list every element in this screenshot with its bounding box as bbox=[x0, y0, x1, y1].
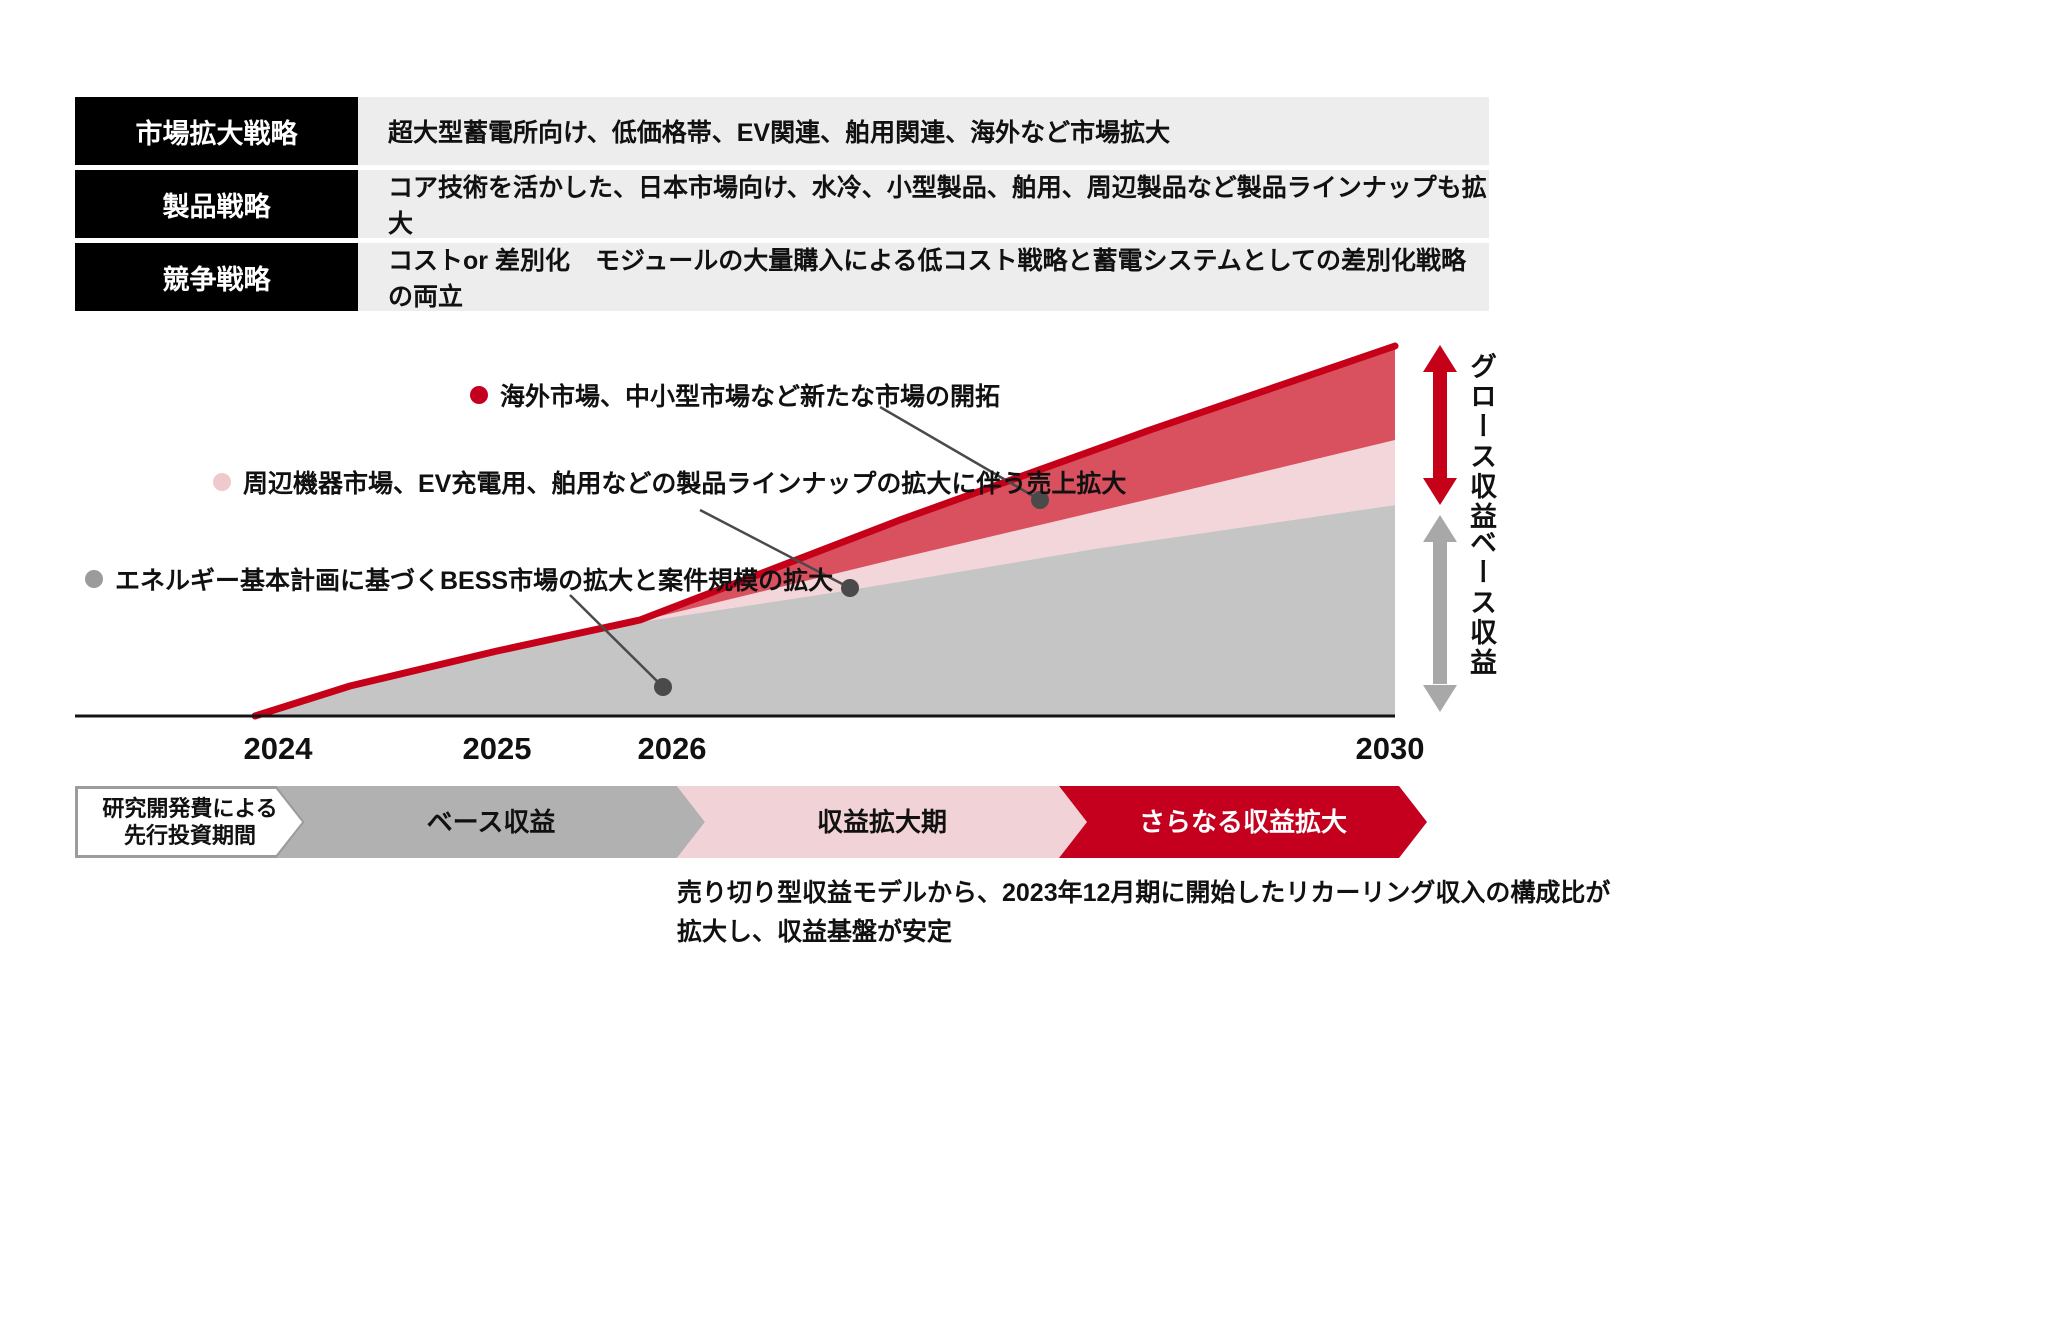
growth-revenue-arrow-icon bbox=[1423, 345, 1457, 505]
x-tick-2025: 2025 bbox=[462, 731, 532, 766]
phase-rd-investment: 研究開発費による 先行投資期間 bbox=[75, 786, 305, 858]
x-tick-2026: 2026 bbox=[637, 731, 707, 766]
x-tick-2024: 2024 bbox=[243, 731, 313, 766]
phase-base-revenue: ベース収益 bbox=[277, 786, 705, 858]
legend-product-lineup-label: 周辺機器市場、EV充電用、舶用などの製品ラインナップの拡大に伴う売上拡大 bbox=[243, 470, 1127, 498]
strategy-row-description: コア技術を活かした、日本市場向け、水冷、小型製品、舶用、周辺製品など製品ラインナ… bbox=[358, 170, 1489, 238]
x-tick-2030: 2030 bbox=[1355, 731, 1425, 766]
growth-chart-region bbox=[75, 340, 1415, 720]
phase-revenue-expansion-label: 収益拡大期 bbox=[816, 806, 947, 837]
growth-revenue-label: グロース収益 bbox=[1466, 352, 1496, 532]
phase-rd-investment-fill bbox=[78, 789, 302, 855]
phase-timeline: 研究開発費による 先行投資期間 ベース収益 収益拡大期 さらなる収益拡大 bbox=[75, 786, 1435, 858]
phase-further-expansion-label: さらなる収益拡大 bbox=[1138, 806, 1347, 837]
strategy-row-label: 市場拡大戦略 bbox=[75, 97, 358, 165]
legend-new-markets: 海外市場、中小型市場など新たな市場の開拓 bbox=[470, 377, 1000, 413]
base-revenue-arrow-icon bbox=[1423, 515, 1457, 712]
strategy-row-label: 競争戦略 bbox=[75, 243, 358, 311]
phase-rd-investment-label: 研究開発費による 先行投資期間 bbox=[102, 795, 278, 848]
phase-further-expansion: さらなる収益拡大 bbox=[1059, 786, 1427, 858]
strategy-row-description: コストor 差別化 モジュールの大量購入による低コスト戦略と蓄電システムとしての… bbox=[358, 243, 1489, 311]
legend-bess-market: エネルギー基本計画に基づくBESS市場の拡大と案件規模の拡大 bbox=[85, 561, 833, 597]
strategy-row-description: 超大型蓄電所向け、低価格帯、EV関連、舶用関連、海外など市場拡大 bbox=[358, 97, 1489, 165]
stacked-area-chart bbox=[75, 342, 1399, 720]
red-bullet-icon bbox=[470, 386, 488, 404]
note-line-2: 拡大し、収益基盤が安定 bbox=[677, 917, 953, 946]
recurring-revenue-note: 売り切り型収益モデルから、2023年12月期に開始したリカーリング収入の構成比が… bbox=[677, 874, 1610, 952]
base-revenue-label: ベース収益 bbox=[1466, 528, 1496, 678]
legend-new-markets-label: 海外市場、中小型市場など新たな市場の開拓 bbox=[500, 383, 1001, 411]
table-row: 競争戦略 コストor 差別化 モジュールの大量購入による低コスト戦略と蓄電システ… bbox=[75, 243, 1489, 311]
legend-product-lineup: 周辺機器市場、EV充電用、舶用などの製品ラインナップの拡大に伴う売上拡大 bbox=[213, 464, 1126, 500]
note-line-1: 売り切り型収益モデルから、2023年12月期に開始したリカーリング収入の構成比が bbox=[677, 879, 1611, 907]
table-row: 製品戦略 コア技術を活かした、日本市場向け、水冷、小型製品、舶用、周辺製品など製… bbox=[75, 170, 1489, 238]
table-row: 市場拡大戦略 超大型蓄電所向け、低価格帯、EV関連、舶用関連、海外など市場拡大 bbox=[75, 97, 1489, 165]
phase-revenue-expansion: 収益拡大期 bbox=[677, 786, 1087, 858]
legend-bess-market-label: エネルギー基本計画に基づくBESS市場の拡大と案件規模の拡大 bbox=[115, 567, 834, 595]
phase-base-revenue-label: ベース収益 bbox=[426, 806, 556, 837]
revenue-range-arrows bbox=[1423, 345, 1457, 712]
strategy-row-label: 製品戦略 bbox=[75, 170, 358, 238]
pink-bullet-icon bbox=[213, 473, 231, 491]
gray-bullet-icon bbox=[85, 570, 103, 588]
strategy-table: 市場拡大戦略 超大型蓄電所向け、低価格帯、EV関連、舶用関連、海外など市場拡大 … bbox=[75, 97, 1489, 311]
